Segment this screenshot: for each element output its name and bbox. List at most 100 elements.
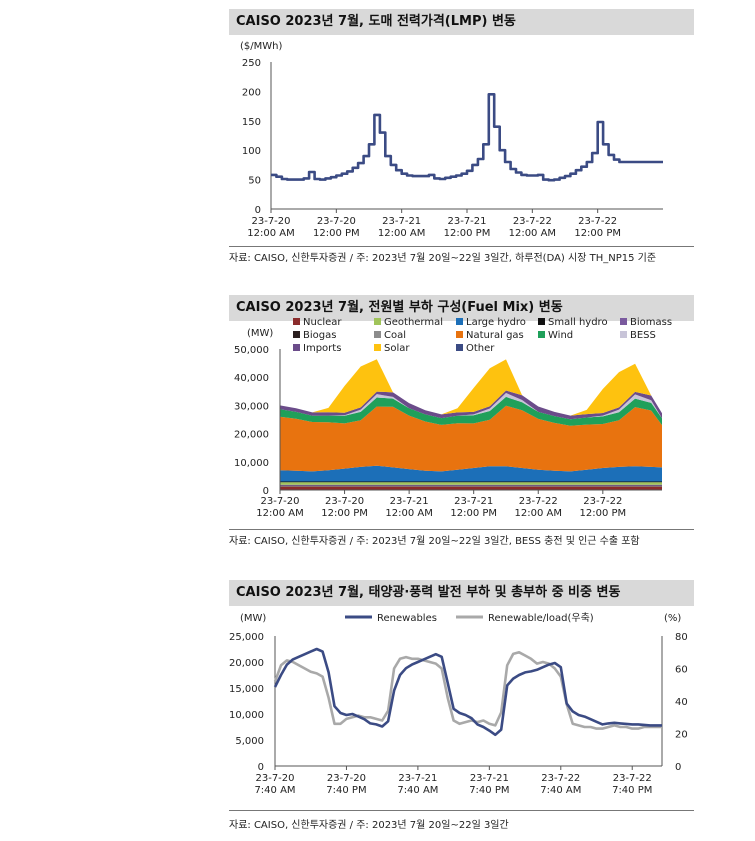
x-tick-label: 23-7-22 bbox=[583, 496, 622, 507]
x-tick-label: 23-7-21 bbox=[454, 496, 493, 507]
legend-swatch-small-hydro bbox=[538, 318, 545, 325]
area-geothermal bbox=[280, 482, 662, 485]
area-imports bbox=[280, 390, 662, 420]
chart3-source: 자료: CAISO, 신한투자증권 / 주: 2023년 7월 20일~22일 … bbox=[229, 820, 509, 831]
chart1-source: 자료: CAISO, 신한투자증권 / 주: 2023년 7월 20일~22일 … bbox=[229, 253, 657, 264]
legend-swatch-biogas bbox=[293, 331, 300, 338]
area-solar bbox=[280, 359, 662, 416]
x-tick-label: 23-7-20 bbox=[317, 216, 356, 227]
legend-swatch-coal bbox=[374, 331, 381, 338]
area-nuclear bbox=[280, 486, 662, 490]
y-tick-label: 150 bbox=[242, 117, 261, 128]
x-tick-label: 7:40 AM bbox=[397, 785, 438, 796]
y-axis-label: ($/MWh) bbox=[240, 41, 282, 52]
legend-swatch-natural-gas bbox=[456, 331, 463, 338]
x-tick-label: 23-7-21 bbox=[398, 773, 437, 784]
x-tick-label: 23-7-22 bbox=[541, 773, 580, 784]
x-tick-label: 12:00 PM bbox=[444, 228, 491, 239]
area-biomass bbox=[280, 484, 662, 486]
legend-label: Renewable/load(우축) bbox=[488, 612, 594, 624]
x-tick-label: 7:40 PM bbox=[326, 785, 366, 796]
chart2-source-rule bbox=[229, 529, 694, 530]
chart2-source: 자료: CAISO, 신한투자증권 / 주: 2023년 7월 20일~22일 … bbox=[229, 536, 640, 547]
legend-label: Large hydro bbox=[466, 317, 526, 328]
x-tick-label: 7:40 AM bbox=[254, 785, 295, 796]
y-axis-label: (MW) bbox=[240, 613, 266, 624]
area-wind bbox=[280, 396, 662, 426]
y-tick-label: 0 bbox=[258, 762, 264, 773]
x-tick-label: 7:40 PM bbox=[469, 785, 509, 796]
series-renewable-load-line bbox=[273, 651, 662, 730]
x-tick-label: 23-7-20 bbox=[325, 496, 364, 507]
x-tick-label: 23-7-20 bbox=[327, 773, 366, 784]
legend-label: BESS bbox=[630, 330, 656, 341]
x-tick-label: 23-7-20 bbox=[260, 496, 299, 507]
x-tick-label: 12:00 PM bbox=[574, 228, 621, 239]
y-tick-label: 50,000 bbox=[234, 345, 269, 356]
legend-swatch-other bbox=[456, 344, 463, 351]
x-tick-label: 23-7-21 bbox=[447, 216, 486, 227]
x-tick-label: 12:00 PM bbox=[579, 508, 626, 519]
x-tick-label: 23-7-22 bbox=[513, 216, 552, 227]
legend-label: Small hydro bbox=[548, 317, 608, 328]
area-biogas bbox=[280, 485, 662, 487]
chart1-source-rule bbox=[229, 246, 694, 247]
legend-label: Wind bbox=[548, 330, 573, 341]
x-tick-label: 23-7-22 bbox=[613, 773, 652, 784]
area-small-hydro bbox=[280, 481, 662, 483]
legend-label: Natural gas bbox=[466, 330, 524, 341]
y-tick-label: 250 bbox=[242, 58, 261, 69]
chart3-title: CAISO 2023년 7월, 태양광·풍력 발전 부하 및 총부하 중 비중 … bbox=[229, 580, 694, 606]
x-tick-label: 12:00 AM bbox=[256, 508, 303, 519]
area-large-hydro bbox=[280, 465, 662, 482]
y2-axis-label: (%) bbox=[664, 613, 681, 624]
y-tick-label: 200 bbox=[242, 87, 261, 98]
x-tick-label: 23-7-21 bbox=[390, 496, 429, 507]
legend-label: Biogas bbox=[303, 330, 336, 341]
legend-label: Biomass bbox=[630, 317, 672, 328]
y-tick-label: 50 bbox=[248, 176, 261, 187]
y2-tick-label: 40 bbox=[675, 697, 688, 708]
y-tick-label: 30,000 bbox=[234, 401, 269, 412]
y2-tick-label: 0 bbox=[675, 762, 681, 773]
legend-label: Nuclear bbox=[303, 317, 342, 328]
series-lmp-line bbox=[271, 93, 663, 182]
x-tick-label: 12:00 AM bbox=[509, 228, 556, 239]
legend-swatch-biomass bbox=[620, 318, 627, 325]
x-tick-label: 23-7-20 bbox=[255, 773, 294, 784]
y-tick-label: 20,000 bbox=[229, 658, 264, 669]
x-tick-label: 23-7-22 bbox=[578, 216, 617, 227]
y-tick-label: 15,000 bbox=[229, 684, 264, 695]
y-axis-label: (MW) bbox=[247, 328, 273, 339]
x-tick-label: 12:00 AM bbox=[385, 508, 432, 519]
x-tick-label: 12:00 PM bbox=[450, 508, 497, 519]
y-tick-label: 10,000 bbox=[229, 710, 264, 721]
legend-swatch-solar bbox=[374, 344, 381, 351]
x-tick-label: 23-7-22 bbox=[519, 496, 558, 507]
chart2-title: CAISO 2023년 7월, 전원별 부하 구성(Fuel Mix) 변동 bbox=[229, 295, 694, 321]
y2-tick-label: 20 bbox=[675, 730, 688, 741]
legend-label: Renewables bbox=[377, 613, 437, 624]
legend-label: Other bbox=[466, 343, 495, 354]
x-tick-label: 12:00 PM bbox=[313, 228, 360, 239]
legend-swatch-geothermal bbox=[374, 318, 381, 325]
y2-tick-label: 80 bbox=[675, 632, 688, 643]
y-tick-label: 10,000 bbox=[234, 458, 269, 469]
x-tick-label: 23-7-20 bbox=[251, 216, 290, 227]
area-natural-gas bbox=[280, 405, 662, 472]
x-tick-label: 23-7-21 bbox=[382, 216, 421, 227]
x-tick-label: 12:00 PM bbox=[321, 508, 368, 519]
chart1-title: CAISO 2023년 7월, 도매 전력가격(LMP) 변동 bbox=[229, 9, 694, 35]
y-tick-label: 0 bbox=[263, 486, 269, 497]
x-tick-label: 23-7-21 bbox=[470, 773, 509, 784]
y-tick-label: 5,000 bbox=[235, 736, 264, 747]
x-tick-label: 12:00 AM bbox=[378, 228, 425, 239]
y-tick-label: 0 bbox=[255, 205, 261, 216]
x-tick-label: 12:00 AM bbox=[515, 508, 562, 519]
legend-label: Coal bbox=[384, 330, 406, 341]
x-tick-label: 7:40 PM bbox=[612, 785, 652, 796]
legend-label: Imports bbox=[303, 343, 341, 354]
